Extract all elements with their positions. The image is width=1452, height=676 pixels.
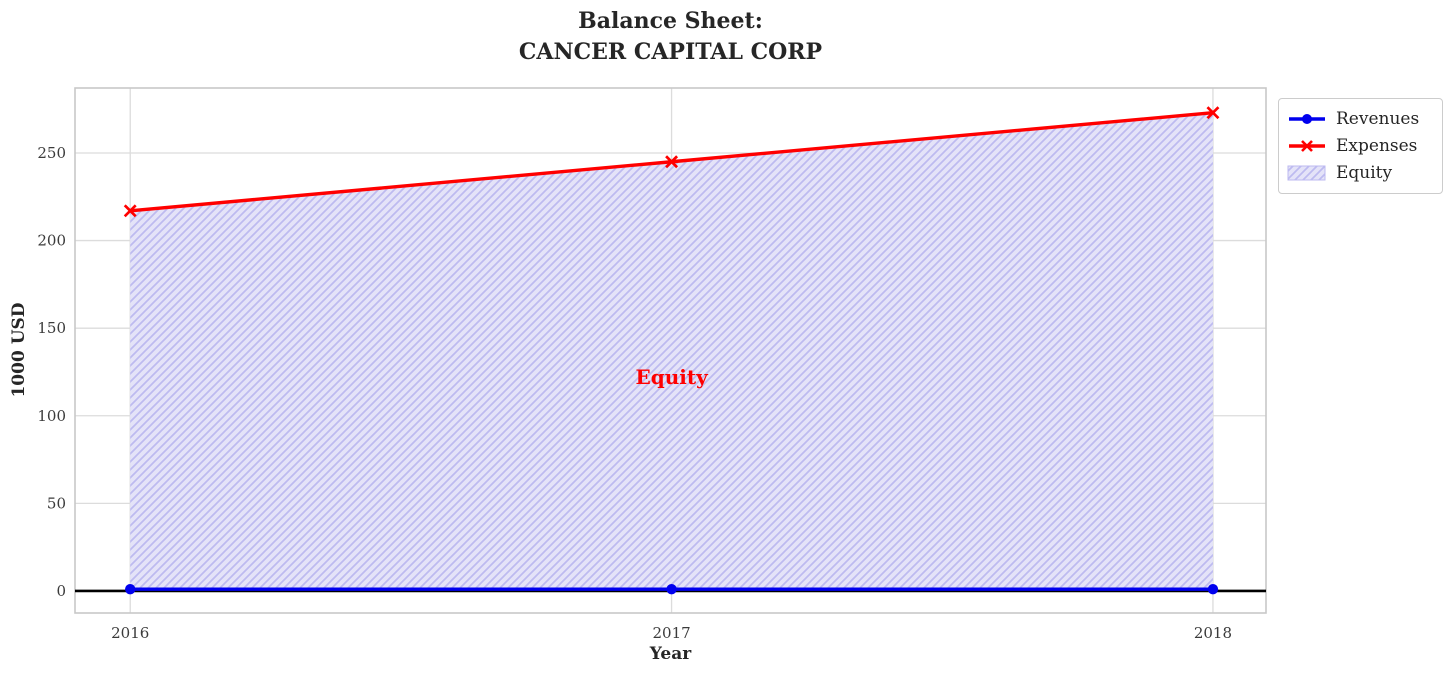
legend-label-revenues: Revenues	[1336, 109, 1420, 129]
expenses-line-icon	[1289, 140, 1325, 152]
revenues-marker	[125, 583, 136, 595]
revenues-line-icon	[1287, 110, 1327, 128]
y-tick-label: 100	[37, 407, 66, 425]
y-tick-label: 150	[37, 319, 66, 337]
legend: Revenues Expenses Equity	[1278, 98, 1443, 194]
chart-title-line2: CANCER CAPITAL CORP	[518, 39, 823, 65]
legend-item-equity: Equity	[1287, 160, 1432, 186]
y-tick-label: 50	[47, 494, 66, 512]
x-tick-label: 2018	[1194, 624, 1232, 642]
expenses-line-icon	[1287, 137, 1327, 155]
revenues-marker	[1207, 583, 1219, 595]
equity-annotation: Equity	[635, 365, 708, 390]
legend-item-revenues: Revenues	[1287, 106, 1432, 132]
x-tick-label: 2016	[111, 624, 149, 642]
y-tick-label: 200	[37, 232, 66, 250]
y-tick-label: 0	[56, 582, 66, 600]
y-tick-label: 250	[37, 144, 66, 162]
y-axis-label: 1000 USD	[9, 302, 29, 398]
expenses-marker	[123, 204, 137, 218]
expenses-marker	[665, 155, 679, 169]
equity-hatch-swatch-icon	[1287, 164, 1327, 182]
legend-label-equity: Equity	[1336, 163, 1393, 183]
chart-title: Balance Sheet: CANCER CAPITAL CORP	[75, 6, 1266, 68]
x-axis-label: Year	[649, 644, 692, 664]
revenues-marker	[666, 583, 677, 595]
equity-area-hatch	[130, 112, 1213, 590]
x-tick-label: 2017	[652, 624, 690, 642]
plot-border	[74, 87, 1267, 614]
equity-hatch-swatch-icon	[1287, 165, 1326, 181]
legend-label-expenses: Expenses	[1336, 136, 1418, 156]
chart-title-line1: Balance Sheet:	[578, 8, 763, 34]
legend-item-expenses: Expenses	[1287, 133, 1432, 159]
revenues-line-icon	[1289, 114, 1325, 124]
expenses-marker	[1206, 106, 1220, 120]
